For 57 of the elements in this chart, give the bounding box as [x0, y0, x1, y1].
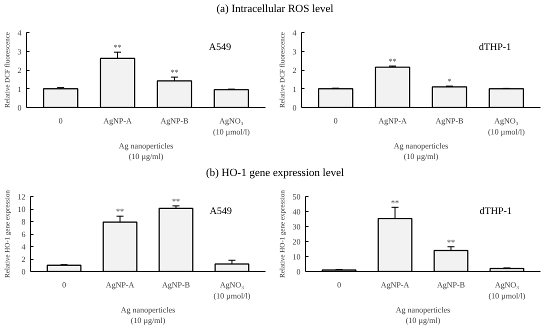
y-tick-label: 2 — [18, 66, 22, 75]
y-tick-label: 40 — [292, 208, 300, 216]
x-tick-label: AgNP-B — [436, 280, 465, 290]
data-label: ** — [170, 68, 178, 78]
y-tick-label: 1 — [292, 84, 296, 94]
y-tick-label: 50 — [292, 192, 300, 202]
y-tick-label: 10 — [292, 252, 300, 262]
x-tick-label: AgNP-A — [103, 116, 132, 126]
y-tick-label: 4 — [22, 242, 26, 252]
annotation: A549 — [210, 206, 232, 217]
x-tick-label: AgNO₃ (10 µmol/l) — [212, 116, 250, 136]
x-tick-label: AgNO₃ (10 µmol/l) — [488, 116, 526, 136]
data-label: * — [447, 77, 452, 86]
x-tick-label: AgNP-B — [162, 280, 190, 290]
y-tick-label: 0 — [296, 268, 300, 276]
data-label: ** — [446, 238, 455, 247]
y-tick-label: 3 — [18, 47, 22, 56]
annotation: A549 — [208, 42, 232, 53]
data-label: ** — [114, 43, 122, 52]
annotation: dTHP-1 — [480, 206, 512, 217]
y-tick-label: 1 — [18, 84, 22, 94]
y-tick-label: 30 — [292, 222, 300, 232]
x-axis-title: Ag nanoperticles (10 µg/ml) — [118, 141, 174, 162]
y-tick-label: 2 — [22, 255, 26, 264]
y-tick-label: 0 — [22, 268, 26, 276]
y-tick-label: 2 — [292, 66, 296, 75]
x-axis-title: Ag nanoperticles (10 µg/ml) — [120, 305, 176, 326]
chart-title: (b) HO-1 gene expression level — [204, 166, 346, 181]
y-tick-label: 4 — [292, 28, 296, 38]
x-tick-label: AgNP-A — [380, 280, 410, 290]
x-tick-label: AgNP-B — [435, 116, 464, 126]
x-tick-label: 0 — [58, 116, 63, 126]
x-tick-label: 0 — [334, 116, 338, 126]
x-axis-title: Ag nanoperticles (10 µg/ml) — [396, 305, 450, 326]
annotation: dTHP-1 — [478, 42, 512, 53]
y-tick-label: 4 — [18, 28, 22, 38]
y-tick-label: 12 — [18, 192, 26, 202]
y-tick-label: 0 — [292, 104, 296, 112]
y-tick-label: 20 — [292, 238, 300, 246]
x-tick-label: 0 — [62, 280, 66, 290]
y-tick-label: 8 — [22, 218, 26, 226]
data-label: ** — [388, 57, 397, 66]
chart-title: (a) Intracellular ROS level — [216, 2, 334, 17]
x-tick-label: AgNP-B — [160, 116, 188, 126]
y-tick-label: 0 — [18, 104, 22, 112]
x-axis-title: Ag nanoperticles (10 µg/ml) — [394, 141, 448, 162]
x-tick-label: AgNO₃ (10 µmol/l) — [214, 280, 251, 300]
x-tick-label: AgNO₃ (10 µmol/l) — [488, 280, 526, 300]
y-tick-label: 3 — [292, 47, 296, 56]
data-label: ** — [391, 198, 400, 208]
x-tick-label: 0 — [337, 280, 342, 290]
data-label: ** — [116, 207, 124, 216]
x-tick-label: AgNP-A — [106, 280, 134, 290]
data-label: ** — [172, 196, 180, 206]
y-tick-label: 6 — [22, 230, 26, 239]
y-tick-label: 10 — [18, 205, 26, 214]
x-tick-label: AgNP-A — [378, 116, 407, 126]
